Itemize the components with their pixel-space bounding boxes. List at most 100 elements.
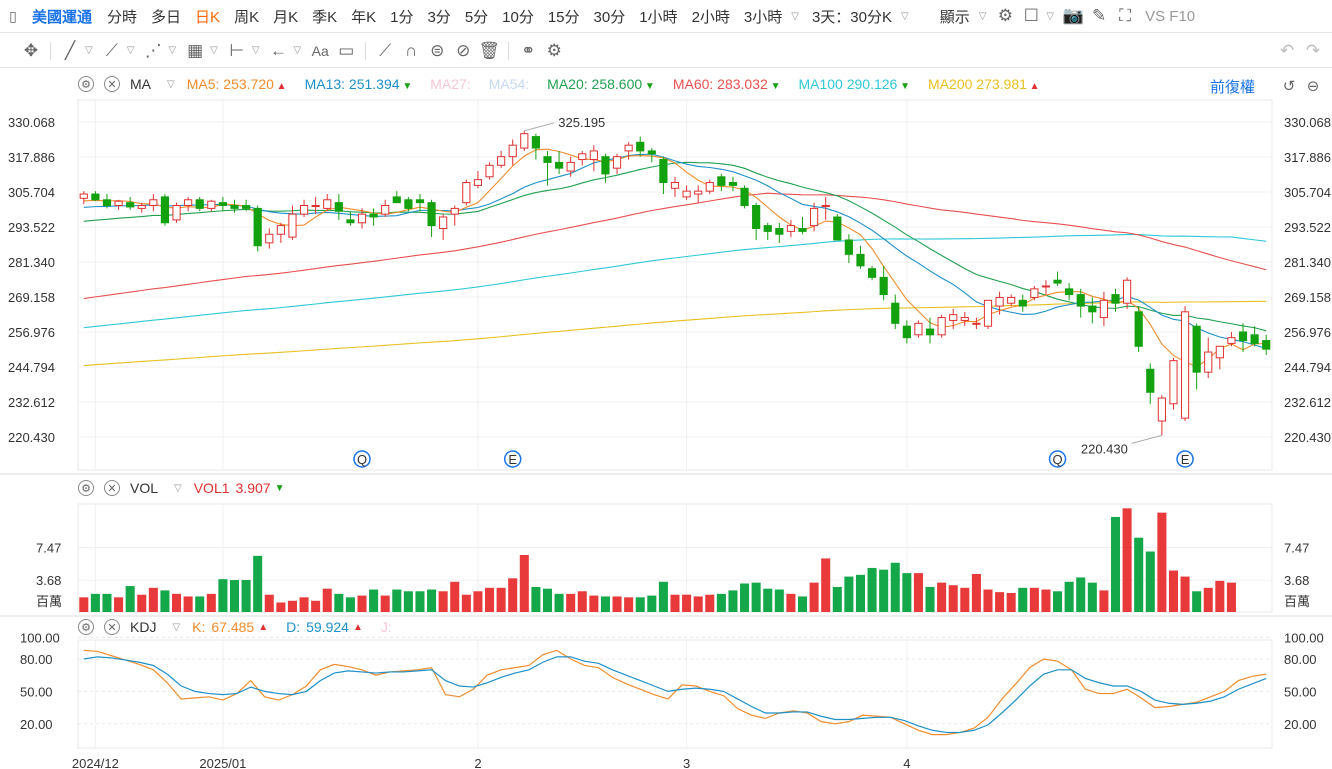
period-tab-11[interactable]: 15分 bbox=[547, 8, 580, 26]
ma200-line bbox=[83, 300, 1267, 367]
camera-icon[interactable]: 📷 bbox=[1062, 6, 1084, 25]
y-tick-label-right: 220.430 bbox=[1284, 430, 1331, 445]
candle-body bbox=[1088, 305, 1097, 313]
close-icon[interactable]: ✕ bbox=[104, 480, 120, 496]
link-icon[interactable]: ⚭ bbox=[521, 40, 536, 60]
period-tab-7[interactable]: 1分 bbox=[390, 8, 414, 26]
period-tab-1[interactable]: 多日 bbox=[151, 8, 182, 26]
volume-bar bbox=[809, 582, 819, 612]
settings-icon[interactable]: ⚙ bbox=[546, 40, 562, 60]
volume-bar bbox=[797, 596, 808, 612]
redo-icon[interactable]: ↷ bbox=[1305, 40, 1321, 60]
fullscreen-icon[interactable]: ⛶ bbox=[1119, 6, 1132, 25]
ma-item-6[interactable]: MA100 290.126 ▼ bbox=[798, 76, 910, 92]
period-tab-12[interactable]: 30分 bbox=[593, 8, 626, 26]
chevron-down-icon[interactable]: ▽ bbox=[901, 10, 909, 22]
lock-icon[interactable]: ⊜ bbox=[430, 40, 445, 60]
period-tab-10[interactable]: 10分 bbox=[502, 8, 534, 26]
chevron-down-icon[interactable]: ▽ bbox=[172, 621, 181, 633]
ma-item-5[interactable]: MA60: 283.032 ▼ bbox=[673, 76, 781, 92]
trash-icon[interactable]: 🗑 bbox=[478, 40, 501, 60]
period-tab-8[interactable]: 3分 bbox=[427, 8, 451, 26]
period-tab-2[interactable]: 日K bbox=[195, 8, 221, 26]
measure-tool-icon[interactable]: ⊢ bbox=[229, 40, 245, 60]
period-tab-5[interactable]: 季K bbox=[312, 8, 338, 26]
minus-circle-icon[interactable]: ⊖ bbox=[1306, 78, 1320, 95]
chevron-down-icon[interactable]: ▽ bbox=[167, 78, 175, 90]
move-icon[interactable]: ✥ bbox=[23, 40, 39, 60]
hide-icon[interactable]: ⊘ bbox=[456, 40, 471, 60]
volume-bar bbox=[1203, 587, 1213, 612]
vol-y-tick-right: 3.68 bbox=[1284, 573, 1309, 588]
restore-adjust-button[interactable]: 前復權 bbox=[1210, 79, 1256, 96]
chevron-down-icon[interactable]: ▽ bbox=[1046, 10, 1055, 22]
arrow-tool-icon[interactable]: ← bbox=[270, 40, 288, 60]
square-icon[interactable]: ☐ bbox=[1023, 6, 1040, 25]
period-tab-0[interactable]: 分時 bbox=[107, 8, 138, 26]
period-tab-3[interactable]: 周K bbox=[234, 8, 260, 26]
gear-icon[interactable]: ⚙ bbox=[997, 6, 1014, 25]
gear-icon[interactable]: ⚙ bbox=[78, 76, 94, 92]
magnet-icon[interactable]: ∩ bbox=[405, 40, 418, 60]
pencil-icon[interactable]: ✎ bbox=[1092, 6, 1107, 25]
ma-item-4[interactable]: MA20: 258.600 ▼ bbox=[547, 76, 655, 92]
ma-item-2[interactable]: MA27: bbox=[430, 76, 470, 92]
indicator-type[interactable]: VOL bbox=[130, 480, 159, 496]
candle-body bbox=[485, 164, 494, 178]
gear-icon[interactable]: ⚙ bbox=[78, 480, 94, 496]
candle-body bbox=[1123, 279, 1132, 304]
wave-tool-icon[interactable]: ⋰ bbox=[144, 40, 162, 60]
chevron-down-icon[interactable]: ▽ bbox=[978, 10, 987, 22]
chevron-down-icon[interactable]: ▽ bbox=[126, 45, 135, 56]
period-tab-13[interactable]: 1小時 bbox=[639, 8, 678, 26]
period-tab-9[interactable]: 5分 bbox=[464, 8, 489, 26]
period-tab-14[interactable]: 2小時 bbox=[691, 8, 730, 26]
candle-body bbox=[752, 205, 761, 229]
candle-body bbox=[647, 150, 656, 155]
volume-bar bbox=[832, 586, 842, 612]
stock-name[interactable]: 美國運通 bbox=[32, 8, 93, 26]
sidebar-toggle-icon[interactable]: ▯ bbox=[9, 7, 17, 24]
period-tab-15[interactable]: 3小時 bbox=[743, 8, 783, 26]
chevron-down-icon[interactable]: ▽ bbox=[251, 45, 260, 56]
indicator-type[interactable]: MA bbox=[130, 76, 151, 92]
y-tick-label: 293.522 bbox=[8, 220, 55, 235]
vs-f10-link[interactable]: VS F10 bbox=[1145, 7, 1196, 25]
candle-body bbox=[810, 207, 819, 227]
period-tab-4[interactable]: 月K bbox=[273, 8, 299, 26]
ma-item-3[interactable]: MA54: bbox=[489, 76, 529, 92]
chevron-down-icon[interactable]: ▽ bbox=[168, 45, 177, 56]
chevron-down-icon[interactable]: ▽ bbox=[85, 45, 93, 56]
text-tool-icon[interactable]: Aa bbox=[311, 42, 329, 59]
undo-icon[interactable]: ↶ bbox=[1279, 40, 1295, 60]
chevron-down-icon[interactable]: ▽ bbox=[791, 10, 799, 22]
chevron-down-icon[interactable]: ▽ bbox=[210, 45, 218, 56]
volume-bar bbox=[1226, 582, 1236, 612]
gear-icon[interactable]: ⚙ bbox=[78, 619, 94, 635]
line-tool-icon[interactable]: ╱ bbox=[64, 40, 76, 60]
y-tick-label-right: 317.886 bbox=[1284, 150, 1331, 165]
indicator-type[interactable]: KDJ bbox=[130, 619, 157, 635]
period-tab-6[interactable]: 年K bbox=[351, 8, 377, 26]
close-icon[interactable]: ✕ bbox=[104, 619, 120, 635]
chevron-down-icon[interactable]: ▽ bbox=[293, 45, 302, 56]
reset-icon[interactable]: ↺ bbox=[1282, 78, 1296, 95]
fib-tool-icon[interactable]: ▦ bbox=[187, 40, 204, 60]
volume-bar bbox=[276, 602, 286, 612]
volume-bar bbox=[577, 591, 587, 612]
ruler-icon[interactable]: ⟋ bbox=[379, 40, 392, 60]
volume-bar bbox=[682, 594, 692, 612]
polyline-tool-icon[interactable]: ⟋ bbox=[105, 40, 118, 60]
volume-bar bbox=[647, 595, 657, 612]
ma-item-0[interactable]: MA5: 253.720 ▲ bbox=[187, 76, 287, 92]
display-menu[interactable]: 顯示 bbox=[939, 8, 970, 26]
chevron-down-icon[interactable]: ▽ bbox=[174, 482, 182, 494]
ma-item-7[interactable]: MA200 273.981 ▲ bbox=[928, 76, 1040, 92]
close-icon[interactable]: ✕ bbox=[104, 76, 120, 92]
ma-item-1[interactable]: MA13: 251.394 ▼ bbox=[305, 76, 413, 92]
candle-body bbox=[207, 200, 216, 209]
comment-icon[interactable]: ▭ bbox=[338, 40, 355, 60]
range-select[interactable]: 3天：30分K bbox=[811, 8, 892, 26]
candle-body bbox=[102, 199, 112, 207]
